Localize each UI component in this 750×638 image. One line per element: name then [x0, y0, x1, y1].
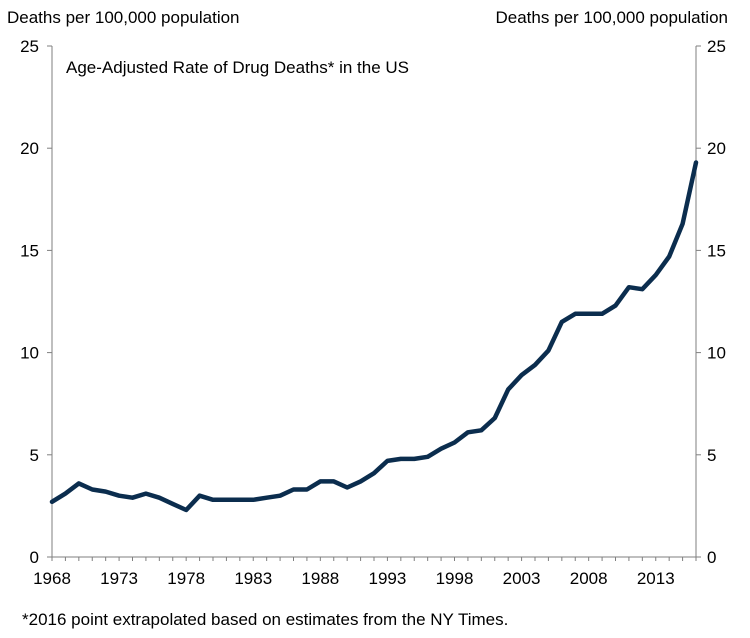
chart-title: Age-Adjusted Rate of Drug Deaths* in the… — [66, 58, 409, 77]
y-axis-label-left: Deaths per 100,000 population — [7, 8, 240, 27]
x-tick-label: 1968 — [33, 569, 71, 588]
x-tick-label: 1993 — [369, 569, 407, 588]
y-axis-label-right: Deaths per 100,000 population — [495, 8, 728, 27]
y-tick-label-left: 5 — [30, 446, 39, 465]
y-tick-label-left: 0 — [30, 548, 39, 567]
y-tick-label-right: 10 — [707, 344, 726, 363]
y-tick-label-right: 25 — [707, 37, 726, 56]
y-tick-label-left: 15 — [20, 241, 39, 260]
series-line — [49, 160, 699, 513]
x-tick-label: 1978 — [167, 569, 205, 588]
x-tick-label: 1973 — [100, 569, 138, 588]
x-tick-label: 2013 — [637, 569, 675, 588]
x-tick-label: 2003 — [503, 569, 541, 588]
y-tick-label-left: 25 — [20, 37, 39, 56]
y-tick-label-left: 20 — [20, 139, 39, 158]
y-tick-label-right: 0 — [707, 548, 716, 567]
x-tick-label: 2008 — [570, 569, 608, 588]
x-tick-label: 1998 — [436, 569, 474, 588]
x-tick-label: 1988 — [301, 569, 339, 588]
chart-series — [49, 160, 699, 513]
footnote: *2016 point extrapolated based on estima… — [22, 610, 509, 629]
chart-axes: 0 0 5 5 10 10 15 15 20 20 25 25 1968 1973 1978 1983 1988… — [20, 37, 726, 588]
y-tick-label-right: 15 — [707, 241, 726, 260]
y-tick-label-right: 20 — [707, 139, 726, 158]
x-tick-label: 1983 — [234, 569, 272, 588]
y-tick-label-left: 10 — [20, 344, 39, 363]
line-chart: 0 0 5 5 10 10 15 15 20 20 25 25 1968 1973 1978 1983 1988… — [20, 37, 726, 588]
y-tick-label-right: 5 — [707, 446, 716, 465]
